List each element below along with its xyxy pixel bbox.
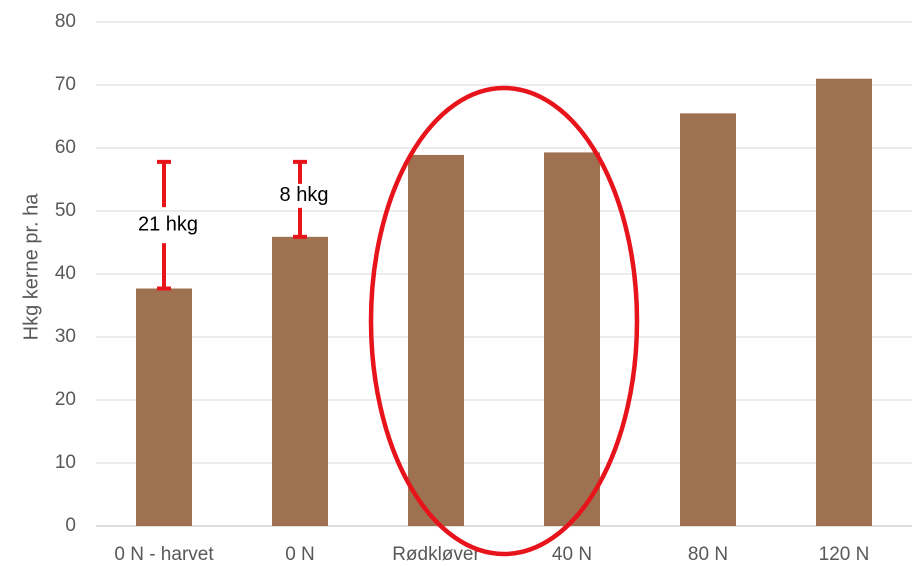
x-tick-label: 0 N <box>285 544 315 565</box>
bar <box>816 78 872 526</box>
bar <box>272 236 328 526</box>
x-tick-label: Rødkløver <box>392 544 480 565</box>
x-tick-label: 0 N - harvet <box>114 544 214 565</box>
x-tick-label: 80 N <box>688 544 728 565</box>
highlight-group <box>368 85 640 557</box>
bar <box>408 154 464 526</box>
y-tick-label: 0 <box>65 515 76 536</box>
x-tick-label: 40 N <box>552 544 592 565</box>
y-tick-label: 60 <box>55 137 76 158</box>
y-tick-label: 20 <box>55 389 76 410</box>
bar <box>680 113 736 526</box>
error-bar: 8 hkg <box>280 159 329 239</box>
bar <box>544 152 600 526</box>
gridlines <box>96 21 912 527</box>
y-tick-label: 10 <box>55 452 76 473</box>
bars <box>136 78 872 526</box>
annotation-label: 21 hkg <box>138 213 198 235</box>
annotations: 21 hkg 8 hkg <box>138 159 329 291</box>
x-tick-labels: 0 N - harvet 0 N Rødkløver 40 N 80 N 120 N <box>114 544 869 565</box>
y-tick-label: 70 <box>55 74 76 95</box>
error-bar: 21 hkg <box>138 159 198 291</box>
y-tick-label: 80 <box>55 11 76 32</box>
y-tick-label: 50 <box>55 200 76 221</box>
annotation-label: 8 hkg <box>280 184 329 206</box>
y-tick-label: 30 <box>55 326 76 347</box>
y-tick-labels: 0 10 20 30 40 50 60 70 80 <box>55 11 76 536</box>
x-tick-label: 120 N <box>819 544 870 565</box>
y-axis-label: Hkg kerne pr. ha <box>20 193 42 341</box>
y-tick-label: 40 <box>55 263 76 284</box>
bar <box>136 288 192 526</box>
highlight-ellipse <box>368 85 640 557</box>
